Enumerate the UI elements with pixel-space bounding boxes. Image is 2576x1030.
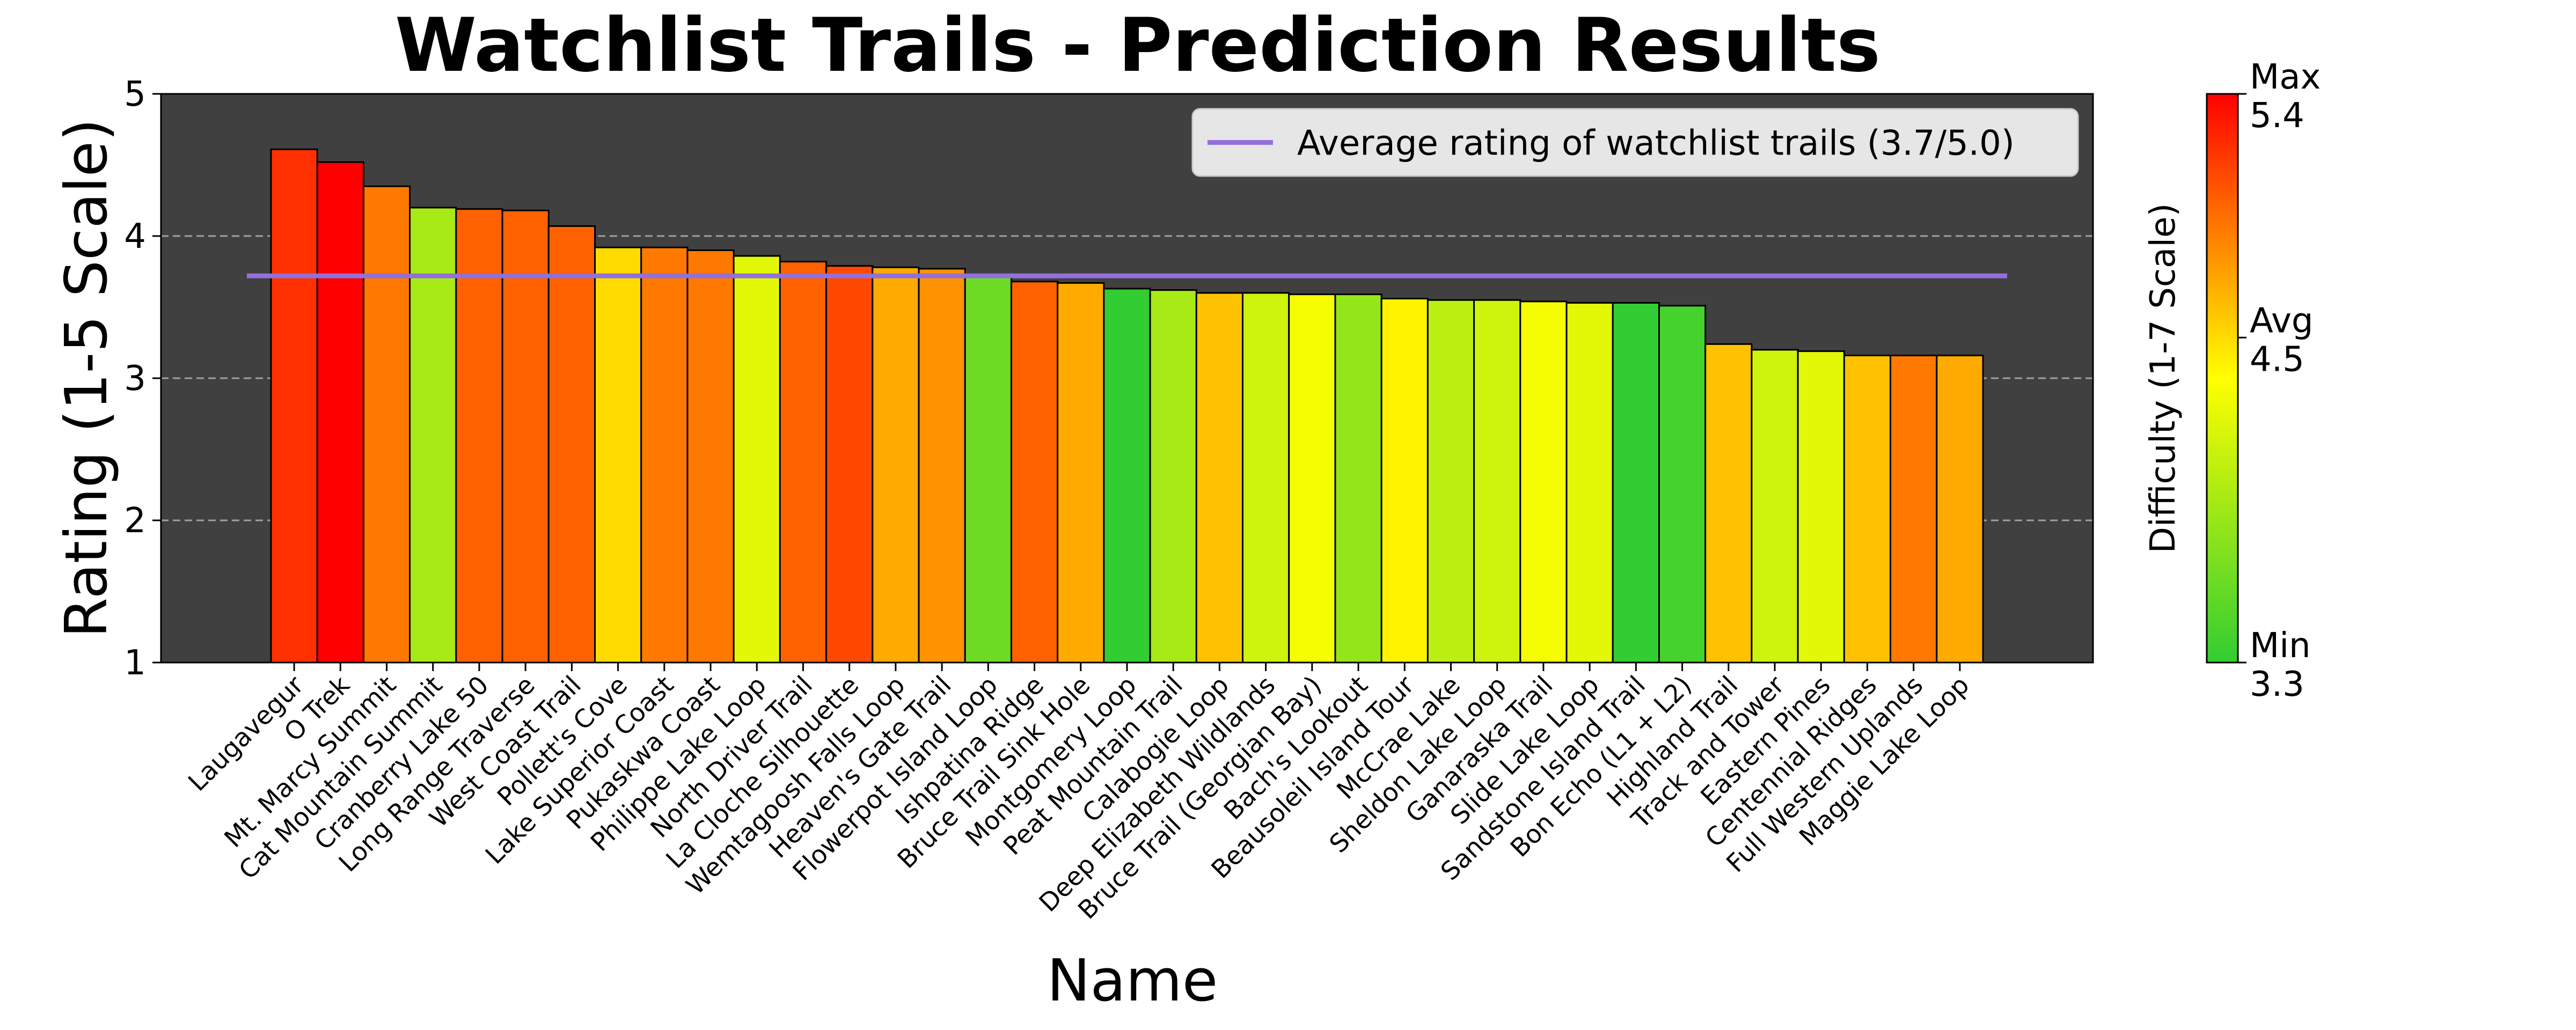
y-tick-label: 5	[124, 75, 146, 114]
bar	[1195, 292, 1244, 664]
bar	[362, 185, 411, 664]
bar	[1103, 288, 1151, 664]
y-axis-label: Rating (1-5 Scale)	[53, 119, 120, 638]
colorbar-label-min: Min	[2250, 626, 2311, 666]
bar	[1751, 349, 1799, 664]
y-tick-label: 2	[124, 501, 146, 541]
colorbar-axis-label: Difficulty (1-7 Scale)	[2143, 203, 2183, 554]
bar	[1936, 355, 1984, 664]
bar	[1612, 302, 1660, 664]
bar	[1704, 343, 1753, 664]
bar	[918, 268, 966, 664]
colorbar-value-min: 3.3	[2250, 665, 2304, 704]
colorbar	[2206, 93, 2239, 664]
bar	[872, 266, 920, 664]
bar	[1890, 355, 1938, 664]
bar	[964, 276, 1012, 664]
bar	[640, 246, 689, 664]
bar	[1473, 299, 1521, 664]
bar	[547, 225, 596, 664]
bar	[316, 161, 364, 664]
chart-title: Watchlist Trails - Prediction Results	[395, 2, 1880, 89]
bar	[1149, 289, 1197, 664]
bar	[1242, 292, 1290, 664]
bar	[270, 148, 318, 664]
bar	[1380, 298, 1429, 664]
bar	[455, 208, 503, 664]
bar	[1843, 355, 1892, 664]
legend-label: Average rating of watchlist trails (3.7/…	[1297, 124, 2015, 164]
y-tick-label: 1	[124, 643, 146, 683]
bar	[594, 246, 642, 664]
bar	[501, 209, 550, 664]
bar	[779, 261, 828, 664]
bar	[1565, 302, 1614, 664]
bar	[733, 255, 781, 664]
x-axis-label: Name	[1047, 947, 1218, 1014]
y-tick-label: 3	[124, 359, 146, 399]
bar	[1334, 293, 1382, 664]
legend-box	[1191, 108, 2079, 177]
colorbar-value-avg: 4.5	[2250, 340, 2304, 379]
bar	[686, 249, 735, 664]
y-tick-label: 4	[124, 217, 146, 256]
plot-frame	[160, 93, 2094, 664]
bar	[1519, 300, 1568, 664]
bar	[1057, 282, 1105, 664]
bar	[1288, 293, 1336, 664]
colorbar-label-max: Max	[2250, 57, 2321, 97]
bar	[1010, 281, 1059, 664]
colorbar-label-avg: Avg	[2250, 301, 2314, 341]
bar	[1426, 299, 1475, 664]
bar	[1797, 350, 1845, 664]
bar	[1658, 305, 1707, 664]
bar	[825, 265, 874, 664]
colorbar-value-max: 5.4	[2250, 96, 2304, 136]
